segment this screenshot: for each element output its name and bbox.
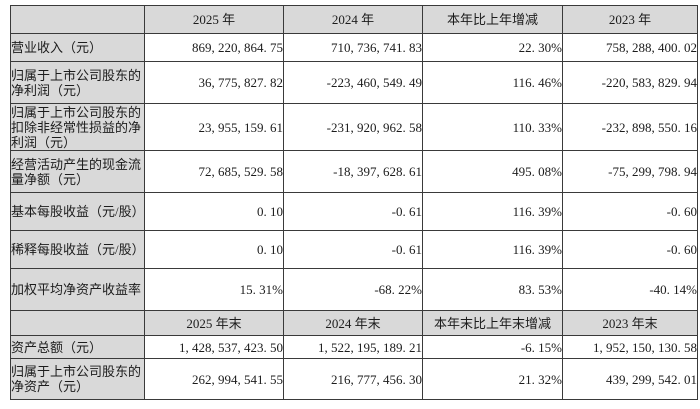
cell-yoy-change: 116. 39% <box>422 230 563 269</box>
cell-2025: 23, 955, 159. 61 <box>144 103 284 151</box>
cell-yoy-change: 110. 33% <box>422 103 563 151</box>
cell-2025: 72, 685, 529. 58 <box>144 150 284 193</box>
table-row-net-profit-excl-nonrecurring: 归属于上市公司股东的扣除非经常性损益的净利润（元） 23, 955, 159. … <box>10 103 698 151</box>
cell-2025: 36, 775, 827. 82 <box>144 61 284 104</box>
table-row-net-assets: 归属于上市公司股东的净资产（元） 262, 994, 541. 55 216, … <box>10 358 698 400</box>
cell-2023-end: 439, 299, 542. 01 <box>562 358 698 400</box>
table-header-annual: 2025 年 2024 年 本年比上年增减 2023 年 <box>10 5 698 34</box>
cell-2023: 758, 288, 400. 02 <box>562 33 698 62</box>
cell-2024: -0. 61 <box>283 230 423 269</box>
cell-2025: 0. 10 <box>144 192 284 231</box>
header-yoy-change: 本年比上年增减 <box>422 5 563 34</box>
table-row-basic-eps: 基本每股收益（元/股） 0. 10 -0. 61 116. 39% -0. 60 <box>10 192 698 231</box>
cell-2024: -231, 920, 962. 58 <box>283 103 423 151</box>
cell-yoy-change: 116. 46% <box>422 61 563 104</box>
cell-yoy-change: 495. 08% <box>422 150 563 193</box>
row-label: 稀释每股收益（元/股） <box>10 230 145 269</box>
row-label: 基本每股收益（元/股） <box>10 192 145 231</box>
row-label: 归属于上市公司股东的净资产（元） <box>10 358 145 400</box>
cell-2024: -18, 397, 628. 61 <box>283 150 423 193</box>
cell-2023: -75, 299, 798. 94 <box>562 150 698 193</box>
cell-2025: 15. 31% <box>144 268 284 311</box>
table-header-period-end: 2025 年末 2024 年末 本年末比上年末增减 2023 年末 <box>10 310 698 336</box>
cell-2023: -0. 60 <box>562 230 698 269</box>
row-label: 归属于上市公司股东的扣除非经常性损益的净利润（元） <box>10 103 145 151</box>
cell-2024: -68. 22% <box>283 268 423 311</box>
table-row-total-assets: 资产总额（元） 1, 428, 537, 423. 50 1, 522, 195… <box>10 335 698 359</box>
row-label: 归属于上市公司股东的净利润（元） <box>10 61 145 104</box>
cell-2023: -220, 583, 829. 94 <box>562 61 698 104</box>
cell-2025-end: 262, 994, 541. 55 <box>144 358 284 400</box>
cell-2023: -40. 14% <box>562 268 698 311</box>
cell-2024: 710, 736, 741. 83 <box>283 33 423 62</box>
row-label: 经营活动产生的现金流量净额（元） <box>10 150 145 193</box>
cell-2024-end: 216, 777, 456. 30 <box>283 358 423 400</box>
cell-2025: 0. 10 <box>144 230 284 269</box>
header-2025-end: 2025 年末 <box>144 310 284 336</box>
table-row-revenue: 营业收入（元） 869, 220, 864. 75 710, 736, 741.… <box>10 33 698 62</box>
table-row-weighted-avg-roe: 加权平均净资产收益率 15. 31% -68. 22% 83. 53% -40.… <box>10 268 698 311</box>
cell-2025: 869, 220, 864. 75 <box>144 33 284 62</box>
cell-2025-end: 1, 428, 537, 423. 50 <box>144 335 284 359</box>
cell-end-yoy-change: 21. 32% <box>422 358 563 400</box>
cell-2024: -223, 460, 549. 49 <box>283 61 423 104</box>
table-row-operating-cash-flow: 经营活动产生的现金流量净额（元） 72, 685, 529. 58 -18, 3… <box>10 150 698 193</box>
header-2024-end: 2024 年末 <box>283 310 423 336</box>
cell-2024: -0. 61 <box>283 192 423 231</box>
row-label: 资产总额（元） <box>10 335 145 359</box>
cell-end-yoy-change: -6. 15% <box>422 335 563 359</box>
header-empty-cell <box>10 310 145 336</box>
header-2025: 2025 年 <box>144 5 284 34</box>
row-label: 营业收入（元） <box>10 33 145 62</box>
cell-2023: -232, 898, 550. 16 <box>562 103 698 151</box>
cell-2023-end: 1, 952, 150, 130. 58 <box>562 335 698 359</box>
row-label: 加权平均净资产收益率 <box>10 268 145 311</box>
header-empty-cell <box>10 5 145 34</box>
cell-2024-end: 1, 522, 195, 189. 21 <box>283 335 423 359</box>
header-end-yoy-change: 本年末比上年末增减 <box>422 310 563 336</box>
table-row-diluted-eps: 稀释每股收益（元/股） 0. 10 -0. 61 116. 39% -0. 60 <box>10 230 698 269</box>
header-2024: 2024 年 <box>283 5 423 34</box>
cell-yoy-change: 22. 30% <box>422 33 563 62</box>
header-2023-end: 2023 年末 <box>562 310 698 336</box>
header-2023: 2023 年 <box>562 5 698 34</box>
cell-yoy-change: 116. 39% <box>422 192 563 231</box>
financial-summary-table: 2025 年 2024 年 本年比上年增减 2023 年 营业收入（元） 869… <box>10 5 698 400</box>
cell-2023: -0. 60 <box>562 192 698 231</box>
cell-yoy-change: 83. 53% <box>422 268 563 311</box>
table-row-net-profit: 归属于上市公司股东的净利润（元） 36, 775, 827. 82 -223, … <box>10 61 698 104</box>
